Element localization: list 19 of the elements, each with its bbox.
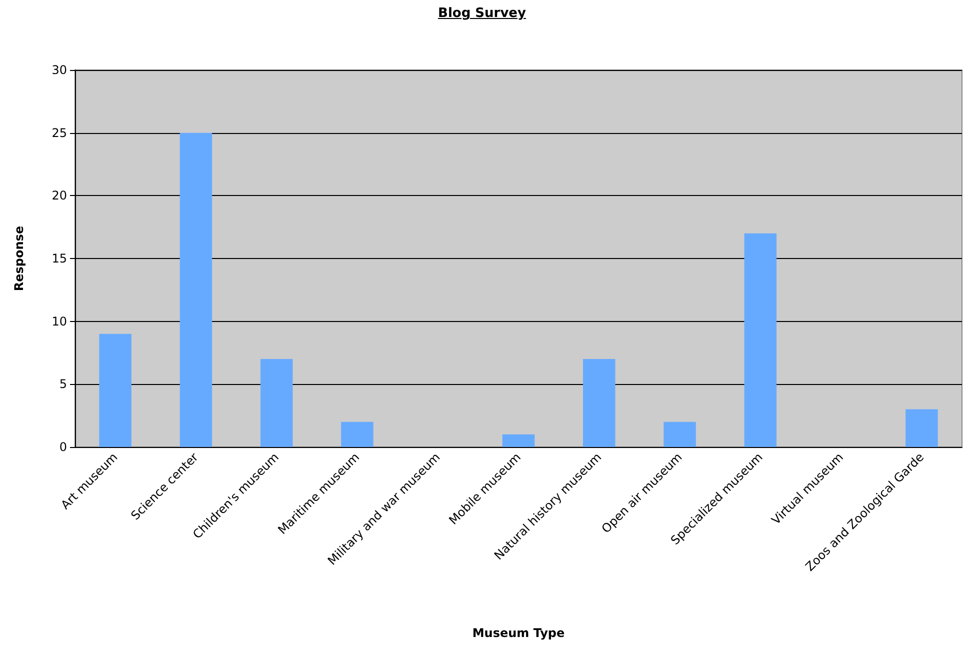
y-tick-label: 10 xyxy=(52,314,67,328)
y-tick-label: 0 xyxy=(59,440,67,454)
bar xyxy=(583,359,616,447)
y-tick-label: 20 xyxy=(52,188,67,203)
x-axis-title: Museum Type xyxy=(472,626,565,640)
bar xyxy=(744,233,777,447)
bar xyxy=(180,132,212,447)
y-tick-label: 25 xyxy=(52,126,67,140)
chart-title: Blog Survey xyxy=(437,6,527,21)
bar xyxy=(99,334,132,447)
y-tick-label: 15 xyxy=(52,252,67,266)
bar xyxy=(341,422,374,447)
bar xyxy=(664,422,696,447)
bar xyxy=(260,359,293,447)
y-tick-label: 30 xyxy=(52,63,67,77)
y-tick-label: 5 xyxy=(59,377,67,392)
bar xyxy=(502,434,535,447)
y-axis-title: Response xyxy=(12,226,26,292)
bar xyxy=(906,409,938,447)
